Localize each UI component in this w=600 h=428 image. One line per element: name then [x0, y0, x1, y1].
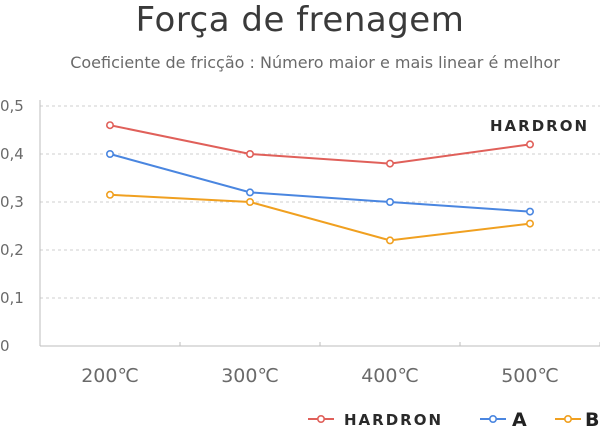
legend: HARDRON A B [308, 409, 599, 428]
x-tick-label: 400℃ [361, 365, 419, 387]
legend-item-b: B [555, 409, 599, 428]
legend-label: B [585, 409, 599, 428]
chart-title: Força de frenagem [135, 0, 465, 40]
axes [39, 100, 600, 347]
brand-logo: HARDRON [490, 117, 589, 135]
x-tick-labels: 200℃ 300℃ 400℃ 500℃ [81, 365, 559, 387]
legend-label: HARDRON [344, 411, 443, 428]
y-tick-label: 0,1 [0, 289, 24, 307]
data-point [385, 236, 394, 245]
data-point [525, 219, 534, 228]
data-point [106, 121, 115, 130]
y-tick-label: 0,5 [0, 97, 24, 115]
chart-subtitle: Coeficiente de fricção : Número maior e … [70, 53, 560, 72]
data-point [385, 159, 394, 168]
x-tick-label: 300℃ [221, 365, 279, 387]
series-a [106, 150, 534, 216]
data-point [106, 190, 115, 199]
legend-swatch-marker [316, 414, 325, 423]
data-point [525, 207, 534, 216]
legend-swatch-marker [488, 414, 497, 423]
legend-item-hardron: HARDRON [308, 411, 443, 428]
data-point [106, 150, 115, 159]
data-point [385, 198, 394, 207]
legend-swatch-marker [563, 414, 572, 423]
legend-label: A [512, 409, 527, 428]
brand-logo-text: HARDRON [490, 117, 589, 135]
series-line [109, 124, 531, 165]
data-point [525, 140, 534, 149]
series-hardron [106, 121, 534, 168]
x-tick-label: 500℃ [501, 365, 559, 387]
data-point [246, 188, 255, 197]
series-lines [106, 121, 534, 245]
series-line [109, 153, 531, 213]
x-tick-label: 200℃ [81, 365, 139, 387]
legend-item-a: A [480, 409, 527, 428]
series-b [106, 190, 534, 245]
y-tick-label: 0,4 [0, 145, 24, 163]
y-tick-label: 0,2 [0, 241, 24, 259]
data-point [246, 198, 255, 207]
y-tick-label: 0,3 [0, 193, 24, 211]
series-line [109, 193, 531, 242]
y-tick-label: 0 [0, 337, 10, 355]
y-tick-labels: 0 0,1 0,2 0,3 0,4 0,5 [0, 97, 24, 355]
data-point [246, 150, 255, 159]
